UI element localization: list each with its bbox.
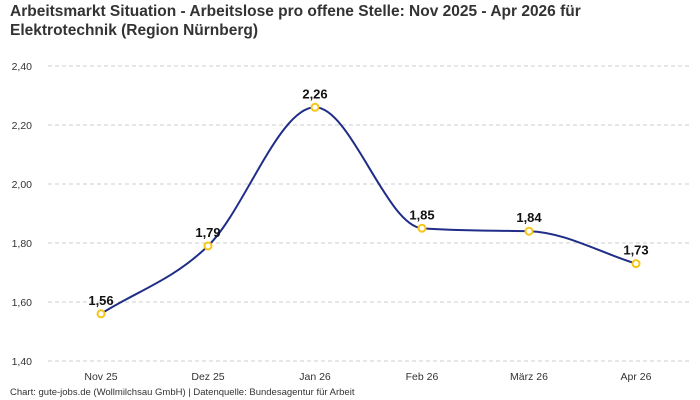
y-tick-label: 2,40	[12, 61, 33, 73]
data-point	[96, 309, 106, 319]
x-tick-label: Apr 26	[621, 371, 652, 383]
y-tick-label: 1,40	[12, 356, 33, 368]
y-tick-label: 2,00	[12, 179, 33, 191]
data-point	[417, 223, 427, 233]
data-label: 1,84	[516, 210, 542, 225]
data-point	[203, 241, 213, 251]
data-labels: 1,56 1,79 2,26 1,85 1,84 1,73	[88, 86, 648, 307]
data-points	[96, 102, 641, 319]
data-point	[310, 102, 320, 112]
x-axis-ticks: Nov 25 Dez 25 Jan 26 Feb 26 März 26 Apr 26	[84, 371, 651, 383]
data-label: 2,26	[302, 86, 327, 101]
data-label: 1,79	[195, 225, 220, 240]
data-label: 1,56	[88, 293, 113, 308]
y-axis-ticks: 1,40 1,60 1,80 2,00 2,20 2,40	[12, 61, 33, 368]
chart-title: Arbeitsmarkt Situation - Arbeitslose pro…	[10, 3, 581, 39]
series-line-layer	[100, 106, 637, 315]
chart-footer: Chart: gute-jobs.de (Wollmilchsau GmbH) …	[10, 387, 355, 398]
x-tick-label: Nov 25	[84, 371, 117, 383]
series-line	[100, 106, 637, 315]
x-tick-label: Jan 26	[299, 371, 331, 383]
x-tick-label: Feb 26	[406, 371, 439, 383]
x-tick-label: März 26	[510, 371, 548, 383]
y-tick-label: 2,20	[12, 120, 33, 132]
data-point	[524, 226, 534, 236]
y-tick-label: 1,80	[12, 238, 33, 250]
data-label: 1,73	[623, 243, 648, 258]
data-label: 1,85	[409, 207, 434, 222]
y-tick-label: 1,60	[12, 297, 33, 309]
grid-lines	[48, 65, 690, 362]
x-tick-label: Dez 25	[191, 371, 224, 383]
data-point	[631, 259, 641, 269]
